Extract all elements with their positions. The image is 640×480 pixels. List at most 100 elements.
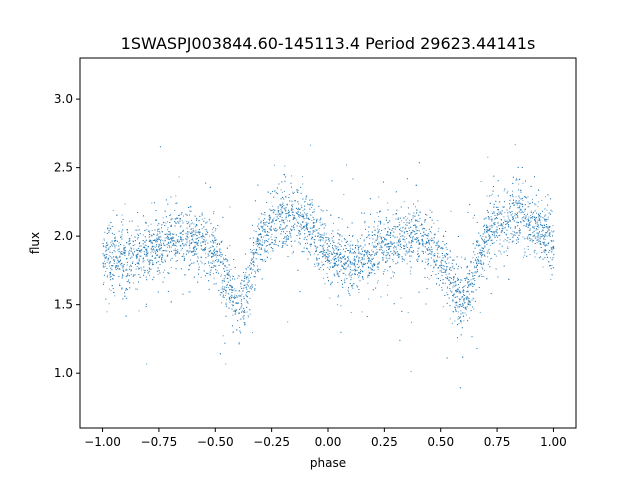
scatter-point	[546, 254, 548, 256]
scatter-point	[401, 220, 402, 222]
scatter-point	[337, 229, 339, 231]
scatter-point	[466, 267, 468, 269]
scatter-point	[327, 257, 329, 259]
scatter-point	[105, 256, 107, 258]
scatter-point	[208, 288, 210, 290]
scatter-point	[221, 302, 222, 304]
scatter-point	[468, 293, 470, 295]
scatter-point	[177, 217, 179, 219]
scatter-point	[347, 258, 349, 260]
scatter-point	[150, 235, 152, 237]
scatter-point	[266, 233, 268, 235]
scatter-point	[477, 240, 479, 242]
scatter-point	[520, 212, 522, 214]
scatter-point	[362, 279, 364, 280]
scatter-point	[124, 203, 126, 205]
scatter-point	[134, 244, 136, 246]
scatter-point	[457, 311, 459, 313]
scatter-point	[452, 265, 454, 267]
scatter-point	[190, 206, 192, 208]
scatter-point	[237, 277, 239, 279]
scatter-point	[353, 258, 355, 260]
scatter-point	[102, 245, 104, 247]
scatter-point	[335, 255, 337, 257]
scatter-point	[126, 230, 128, 232]
scatter-point	[246, 278, 248, 280]
scatter-point	[358, 249, 359, 251]
scatter-point	[325, 239, 327, 241]
scatter-point	[484, 232, 486, 234]
scatter-point	[468, 302, 470, 304]
scatter-point	[190, 210, 192, 212]
scatter-point	[186, 221, 188, 222]
scatter-point	[497, 235, 499, 237]
scatter-point	[403, 259, 405, 261]
scatter-point	[466, 276, 468, 278]
scatter-point	[232, 305, 234, 307]
scatter-point	[368, 298, 370, 300]
scatter-point	[235, 312, 237, 314]
scatter-point	[403, 222, 405, 224]
scatter-point	[249, 262, 251, 264]
scatter-point	[433, 240, 435, 242]
scatter-point	[151, 230, 153, 231]
scatter-point	[144, 253, 145, 255]
scatter-point	[354, 247, 356, 249]
scatter-point	[537, 232, 539, 234]
scatter-point	[384, 269, 386, 270]
scatter-point	[551, 249, 553, 251]
scatter-point	[274, 239, 276, 241]
scatter-point	[174, 248, 176, 250]
scatter-point	[396, 209, 398, 211]
scatter-point	[464, 257, 466, 259]
scatter-point	[478, 276, 480, 278]
scatter-point	[448, 262, 450, 264]
scatter-point	[291, 252, 293, 254]
scatter-point	[447, 257, 449, 259]
scatter-point	[376, 251, 378, 253]
scatter-point	[484, 239, 486, 241]
scatter-point	[257, 271, 259, 273]
scatter-point	[164, 269, 166, 271]
scatter-point	[278, 213, 280, 215]
scatter-point	[196, 248, 198, 250]
scatter-point	[332, 258, 334, 260]
scatter-point	[337, 232, 339, 234]
scatter-point	[246, 292, 248, 294]
scatter-point	[490, 218, 492, 220]
scatter-point	[273, 211, 275, 213]
scatter-point	[549, 236, 551, 238]
scatter-point	[552, 249, 554, 251]
scatter-point	[143, 240, 144, 242]
scatter-point	[114, 295, 116, 297]
scatter-point	[348, 264, 349, 266]
scatter-point	[276, 229, 278, 231]
scatter-point	[378, 235, 380, 237]
scatter-point	[139, 251, 140, 253]
scatter-point	[270, 243, 272, 245]
scatter-point	[248, 280, 250, 282]
scatter-point	[150, 223, 152, 225]
scatter-point	[224, 294, 226, 296]
scatter-point	[494, 236, 496, 238]
scatter-point	[306, 215, 308, 217]
scatter-point	[132, 261, 134, 263]
scatter-point	[508, 211, 510, 213]
scatter-point	[493, 222, 495, 224]
scatter-point	[193, 241, 195, 243]
scatter-point	[181, 240, 183, 242]
scatter-point	[136, 254, 138, 256]
scatter-point	[170, 225, 172, 227]
scatter-point	[215, 256, 217, 258]
scatter-point	[544, 196, 546, 198]
scatter-point	[477, 258, 479, 260]
scatter-point	[512, 234, 514, 236]
scatter-point	[434, 234, 435, 235]
scatter-point	[149, 240, 151, 242]
scatter-point	[264, 261, 266, 262]
scatter-point	[518, 197, 520, 199]
scatter-point	[186, 250, 188, 252]
scatter-point	[540, 225, 542, 227]
scatter-point	[186, 223, 188, 225]
scatter-point	[261, 236, 262, 238]
